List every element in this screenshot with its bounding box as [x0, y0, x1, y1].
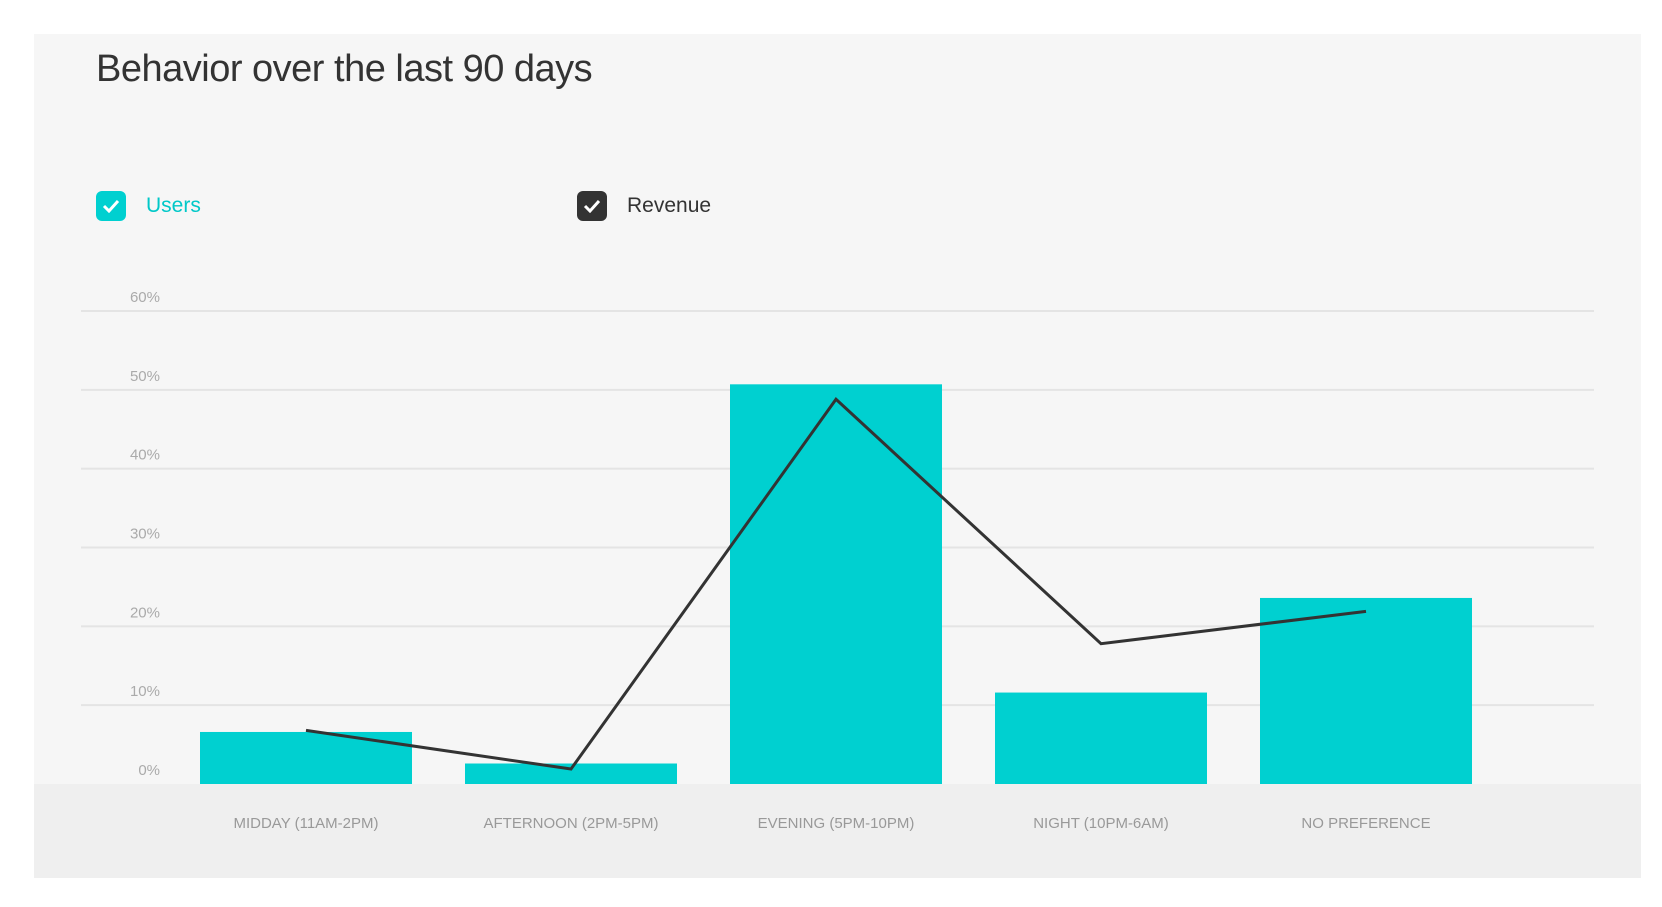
x-axis-band: [34, 784, 1641, 878]
legend-toggle-revenue[interactable]: Revenue: [577, 191, 711, 221]
x-tick-label: NIGHT (10PM-6AM): [1033, 815, 1169, 832]
bar-users: [730, 384, 942, 784]
legend-label-users: Users: [146, 194, 201, 217]
legend-label-revenue: Revenue: [627, 194, 712, 217]
y-tick-label: 20%: [130, 604, 160, 621]
y-tick-label: 30%: [130, 526, 160, 543]
x-tick-label: EVENING (5PM-10PM): [758, 815, 915, 832]
y-tick-label: 50%: [130, 368, 160, 385]
chart-title: Behavior over the last 90 days: [96, 48, 593, 90]
bar-users: [995, 692, 1207, 784]
checkbox-checked-icon[interactable]: [96, 191, 126, 221]
y-tick-label: 0%: [138, 762, 160, 779]
checkbox-checked-icon[interactable]: [577, 191, 607, 221]
x-tick-label: MIDDAY (11AM-2PM): [233, 815, 378, 832]
y-tick-label: 60%: [130, 289, 160, 306]
bar-users: [1260, 597, 1472, 784]
y-tick-label: 10%: [130, 683, 160, 700]
legend-toggle-users[interactable]: Users: [96, 191, 201, 221]
x-tick-label: NO PREFERENCE: [1301, 815, 1430, 832]
x-tick-label: AFTERNOON (2PM-5PM): [483, 815, 658, 832]
y-tick-label: 40%: [130, 447, 160, 464]
bar-users: [465, 763, 677, 784]
